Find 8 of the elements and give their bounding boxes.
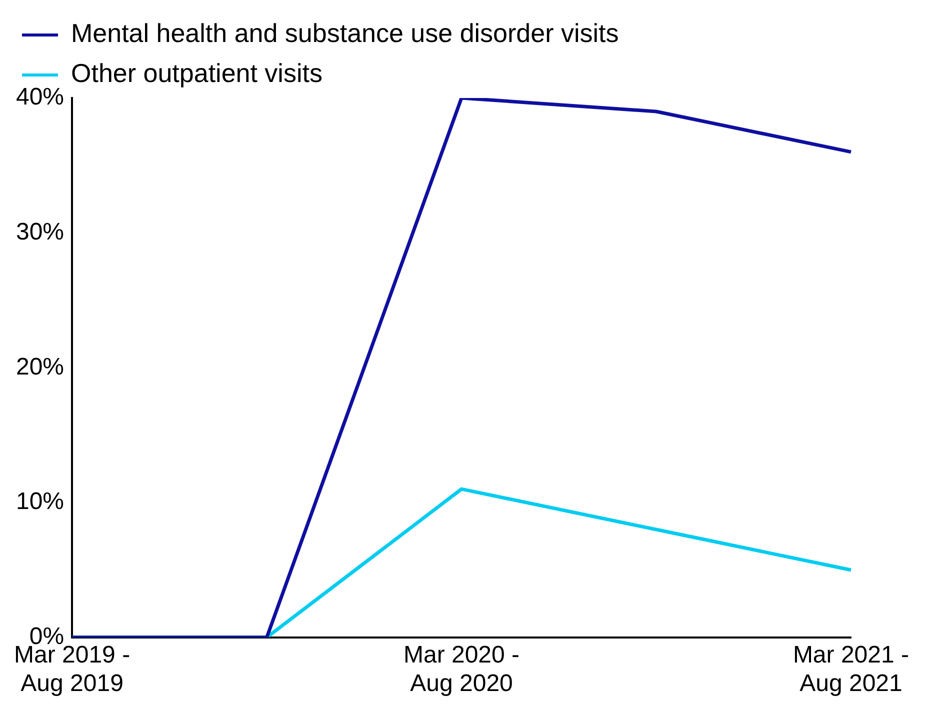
y-tick-label: 40% [16,84,64,111]
y-tick-label: 30% [16,218,64,246]
legend-label: Other outpatient visits [71,58,322,88]
y-tick-label: 20% [16,353,64,380]
y-tick-label: 10% [16,488,64,516]
legend-label: Mental health and substance use disorder visits [71,18,619,48]
x-tick-label: Mar 2020 - Aug 2020 [403,641,520,698]
x-tick-label: Mar 2021 - Aug 2021 [792,641,910,698]
